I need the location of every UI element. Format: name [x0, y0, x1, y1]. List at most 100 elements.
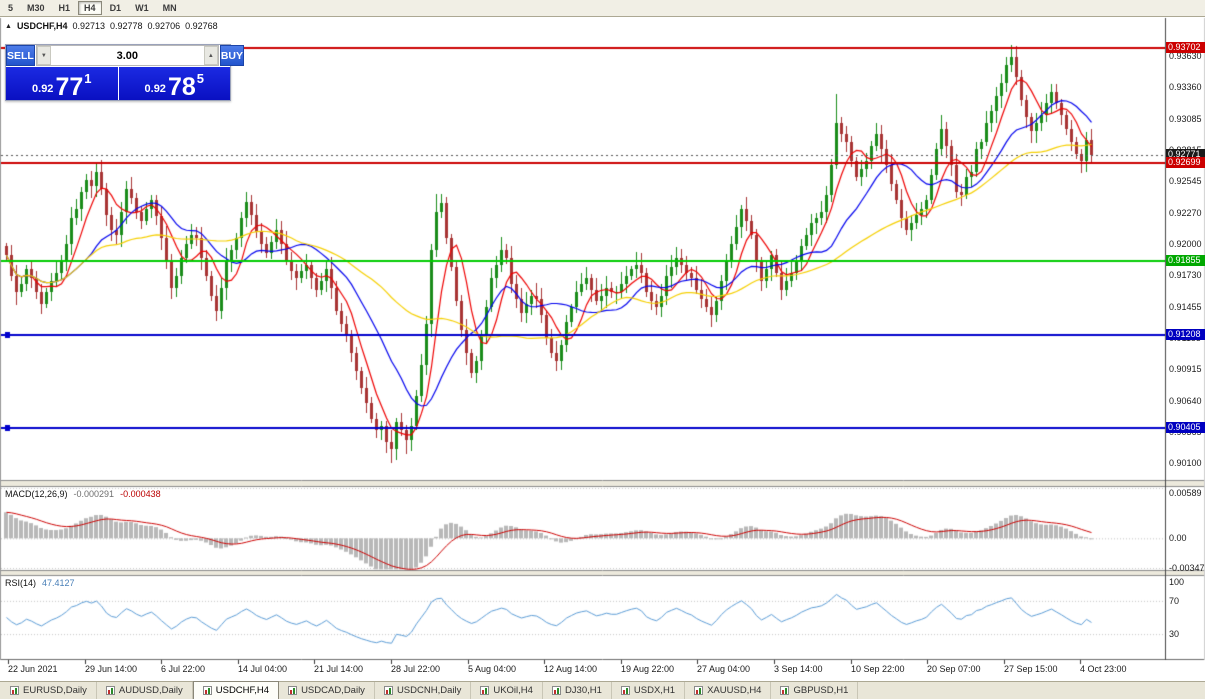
- rsi-value: 47.4127: [42, 578, 75, 588]
- time-axis: 22 Jun 2021 29 Jun 14:00 6 Jul 22:00 14 Jul…: [0, 661, 1165, 680]
- time-axis-label: 14 Jul 04:00: [238, 664, 288, 674]
- chart-tab-label: AUDUSD,Daily: [118, 685, 183, 696]
- one-click-trading-panel: SELL ▼ ▲ BUY 0.92 77 1 0.92 78 5: [5, 44, 245, 101]
- chart-tab-icon: [202, 686, 212, 695]
- chart-tab-icon: [551, 686, 561, 695]
- chart-tab-USDCNH-Daily[interactable]: USDCNH,Daily: [375, 682, 472, 699]
- open-value: 0.92713: [72, 21, 105, 31]
- chart-tab-label: DJ30,H1: [564, 685, 602, 696]
- chart-tab-USDCAD-Daily[interactable]: USDCAD,Daily: [279, 682, 375, 699]
- chart-tab-DJ30-H1[interactable]: DJ30,H1: [543, 682, 612, 699]
- time-axis-label: 22 Jun 2021: [8, 664, 58, 674]
- timeframe-button-W1[interactable]: W1: [135, 3, 149, 13]
- chart-tab-label: EURUSD,Daily: [23, 685, 87, 696]
- volume-input[interactable]: [50, 46, 204, 65]
- chart-tab-AUDUSD-Daily[interactable]: AUDUSD,Daily: [97, 682, 193, 699]
- chart-tab-icon: [383, 686, 393, 695]
- time-axis-label: 5 Aug 04:00: [468, 664, 517, 674]
- time-axis-label: 12 Aug 14:00: [544, 664, 598, 674]
- price-axis-tick: 0.90100: [1169, 458, 1202, 468]
- rsi-name: RSI(14): [5, 578, 37, 588]
- timeframe-button-H4[interactable]: H4: [78, 1, 102, 15]
- high-value: 0.92778: [110, 21, 143, 31]
- sell-button[interactable]: SELL: [6, 45, 35, 66]
- buy-button[interactable]: BUY: [219, 45, 245, 66]
- one-click-panel-toggle-icon[interactable]: ▲: [5, 22, 12, 30]
- timeframe-toolbar: 5 M30 H1 H4 D1 W1 MN: [0, 0, 1205, 17]
- price-level-badge: 0.93702: [1166, 42, 1205, 53]
- chart-tab-icon: [288, 686, 298, 695]
- time-axis-label: 28 Jul 22:00: [391, 664, 441, 674]
- price-level-badge: 0.90405: [1166, 422, 1205, 433]
- buy-price-panel[interactable]: 0.92 78 5: [118, 67, 230, 101]
- symbol-period-label: USDCHF,H4: [16, 21, 68, 31]
- chart-tab-icon: [780, 686, 790, 695]
- price-level-badge: 0.91208: [1166, 329, 1205, 340]
- macd-axis-tick: 0.00589: [1169, 488, 1202, 498]
- rsi-indicator-label: RSI(14) 47.4127: [5, 578, 75, 588]
- chart-tab-USDX-H1[interactable]: USDX,H1: [612, 682, 686, 699]
- sell-price-point: 1: [84, 71, 92, 86]
- price-axis-tick: 0.91730: [1169, 270, 1202, 280]
- chart-tab-label: XAUUSD,H4: [707, 685, 762, 696]
- price-axis-tick: 0.92270: [1169, 208, 1202, 218]
- chart-tab-label: USDX,H1: [633, 685, 676, 696]
- chart-tab-icon: [694, 686, 704, 695]
- buy-price-point: 5: [196, 71, 204, 86]
- chart-tab-label: GBPUSD,H1: [793, 685, 849, 696]
- price-axis-tick: 0.91455: [1169, 302, 1202, 312]
- time-axis-label: 21 Jul 14:00: [314, 664, 364, 674]
- chart-tab-label: USDCAD,Daily: [301, 685, 365, 696]
- time-axis-label: 10 Sep 22:00: [851, 664, 905, 674]
- time-axis-label: 6 Jul 22:00: [161, 664, 206, 674]
- price-axis-tick: 0.92000: [1169, 239, 1202, 249]
- price-axis-tick: 0.93360: [1169, 82, 1202, 92]
- chart-tab-USDCHF-H4[interactable]: USDCHF,H4: [192, 681, 280, 699]
- time-axis-label: 4 Oct 23:00: [1080, 664, 1127, 674]
- chart-tab-icon: [480, 686, 490, 695]
- rsi-axis-tick: 30: [1169, 629, 1180, 639]
- price-level-badge: 0.92699: [1166, 157, 1205, 168]
- chart-tab-GBPUSD-H1[interactable]: GBPUSD,H1: [771, 682, 859, 699]
- chart-tab-EURUSD-Daily[interactable]: EURUSD,Daily: [1, 682, 97, 699]
- chart-tab-icon: [10, 686, 19, 695]
- rsi-axis-tick: 70: [1169, 596, 1180, 606]
- volume-increase-icon[interactable]: ▲: [203, 46, 218, 65]
- timeframe-button-D1[interactable]: D1: [109, 3, 122, 13]
- chart-tab-icon: [105, 686, 115, 695]
- macd-name: MACD(12,26,9): [5, 489, 68, 499]
- price-axis-tick: 0.92545: [1169, 176, 1202, 186]
- sell-price-panel[interactable]: 0.92 77 1: [6, 67, 118, 100]
- price-axis-tick: 0.90915: [1169, 364, 1202, 374]
- macd-axis-tick: -0.00347: [1169, 563, 1205, 573]
- price-axis-tick: 0.93085: [1169, 114, 1202, 124]
- price-axis: 0.936300.933600.930850.928150.925450.922…: [1166, 0, 1205, 681]
- close-value: 0.92768: [185, 21, 218, 31]
- timeframe-button-H1[interactable]: H1: [58, 3, 71, 13]
- timeframe-button-MN[interactable]: MN: [162, 3, 177, 13]
- volume-stepper: ▼ ▲: [35, 45, 219, 66]
- time-axis-label: 19 Aug 22:00: [621, 664, 675, 674]
- chart-tabs-bar: EURUSD,Daily AUDUSD,Daily USDCHF,H4 USDCAD,…: [0, 681, 1205, 699]
- sell-price-pips: 77: [55, 72, 84, 101]
- buy-price-prefix: 0.92: [144, 82, 166, 95]
- chart-tab-label: USDCHF,H4: [215, 685, 270, 696]
- macd-indicator-label: MACD(12,26,9) -0.000291 -0.000438: [5, 489, 161, 499]
- time-axis-label: 27 Aug 04:00: [697, 664, 751, 674]
- time-axis-label: 27 Sep 15:00: [1004, 664, 1058, 674]
- time-axis-label: 3 Sep 14:00: [774, 664, 823, 674]
- chart-tab-UKOil-H4[interactable]: UKOil,H4: [471, 682, 543, 699]
- volume-decrease-icon[interactable]: ▼: [36, 46, 51, 65]
- buy-price-pips: 78: [167, 72, 196, 101]
- price-chart-canvas[interactable]: [0, 0, 1205, 681]
- ohlc-header: ▲ USDCHF,H4 0.92713 0.92778 0.92706 0.92…: [5, 21, 218, 31]
- macd-axis-tick: 0.00: [1169, 533, 1187, 543]
- price-level-badge: 0.91855: [1166, 255, 1205, 266]
- timeframe-button-5[interactable]: 5: [8, 3, 14, 13]
- chart-tab-icon: [620, 686, 630, 695]
- price-axis-tick: 0.90640: [1169, 396, 1202, 406]
- time-axis-label: 29 Jun 14:00: [85, 664, 138, 674]
- chart-tab-XAUUSD-H4[interactable]: XAUUSD,H4: [685, 682, 772, 699]
- sell-price-prefix: 0.92: [32, 82, 54, 95]
- timeframe-button-M30[interactable]: M30: [27, 3, 45, 13]
